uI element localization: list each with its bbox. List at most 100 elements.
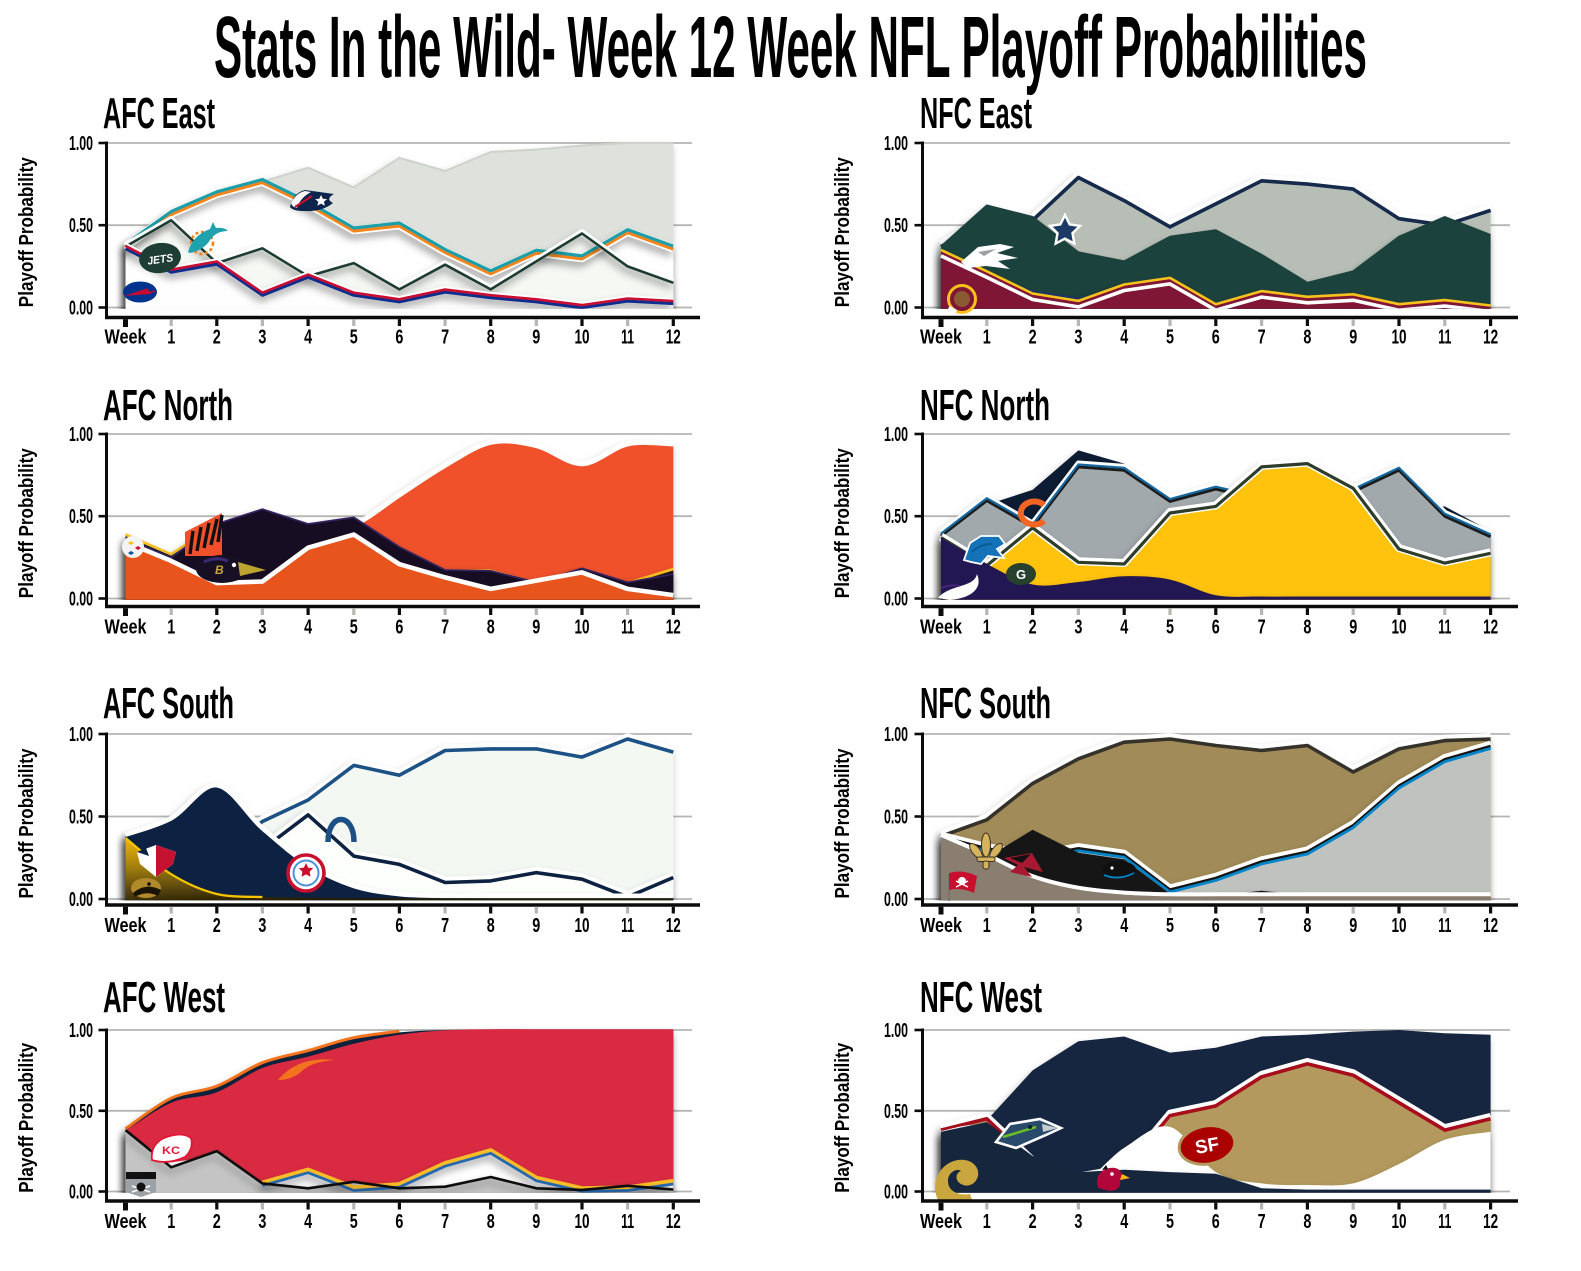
svg-text:1: 1: [167, 327, 175, 349]
svg-text:2: 2: [1029, 1211, 1037, 1233]
svg-text:8: 8: [487, 617, 495, 639]
svg-text:12: 12: [666, 915, 681, 937]
svg-text:Week: Week: [920, 1211, 963, 1233]
svg-text:4: 4: [304, 1211, 313, 1233]
svg-text:1: 1: [983, 617, 991, 639]
svg-text:8: 8: [487, 327, 495, 349]
svg-text:1: 1: [983, 327, 991, 349]
svg-text:NFC North: NFC North: [920, 381, 1050, 430]
svg-text:0.50: 0.50: [884, 807, 908, 829]
svg-text:2: 2: [1029, 617, 1037, 639]
svg-text:1: 1: [167, 617, 175, 639]
svg-text:7: 7: [1258, 1211, 1266, 1233]
svg-text:12: 12: [1483, 915, 1498, 937]
svg-text:1.00: 1.00: [884, 424, 908, 446]
svg-text:1: 1: [167, 1211, 175, 1233]
svg-text:0.50: 0.50: [884, 506, 908, 528]
svg-text:2: 2: [213, 1211, 221, 1233]
svg-text:1.00: 1.00: [69, 724, 93, 746]
svg-text:JETS: JETS: [147, 252, 175, 268]
svg-text:0.00: 0.00: [884, 298, 908, 320]
svg-text:1.00: 1.00: [884, 724, 908, 746]
svg-text:4: 4: [1120, 1211, 1129, 1233]
svg-text:Week: Week: [105, 617, 148, 639]
svg-text:9: 9: [1349, 617, 1357, 639]
svg-text:12: 12: [1483, 327, 1498, 349]
svg-text:11: 11: [1438, 1211, 1451, 1233]
svg-text:0.50: 0.50: [69, 807, 93, 829]
svg-text:0.50: 0.50: [69, 215, 93, 237]
svg-text:5: 5: [1166, 915, 1174, 937]
svg-text:AFC North: AFC North: [103, 381, 233, 430]
svg-text:8: 8: [487, 915, 495, 937]
svg-text:0.00: 0.00: [69, 889, 93, 911]
svg-text:Playoff Probability: Playoff Probability: [16, 1042, 38, 1193]
svg-text:10: 10: [575, 617, 590, 639]
svg-text:0.50: 0.50: [884, 1101, 908, 1123]
svg-text:11: 11: [1438, 617, 1451, 639]
svg-text:SF: SF: [1194, 1134, 1221, 1159]
svg-text:8: 8: [487, 1211, 495, 1233]
svg-text:7: 7: [441, 1211, 449, 1233]
svg-text:5: 5: [350, 1211, 358, 1233]
svg-text:9: 9: [1349, 915, 1357, 937]
svg-text:7: 7: [441, 915, 449, 937]
svg-text:9: 9: [1349, 1211, 1357, 1233]
svg-text:B: B: [215, 563, 224, 577]
svg-text:0.00: 0.00: [884, 589, 908, 611]
svg-text:Week: Week: [105, 327, 148, 349]
svg-text:10: 10: [1392, 915, 1407, 937]
svg-text:11: 11: [621, 1211, 634, 1233]
svg-text:Week: Week: [920, 327, 963, 349]
svg-text:3: 3: [1074, 915, 1082, 937]
svg-text:9: 9: [532, 1211, 540, 1233]
svg-text:11: 11: [621, 915, 634, 937]
svg-text:11: 11: [621, 327, 634, 349]
svg-text:11: 11: [1438, 327, 1451, 349]
svg-text:7: 7: [1258, 915, 1266, 937]
svg-text:AFC East: AFC East: [103, 89, 215, 138]
svg-text:5: 5: [1166, 327, 1174, 349]
svg-text:6: 6: [395, 1211, 403, 1233]
svg-text:12: 12: [666, 327, 681, 349]
svg-text:7: 7: [441, 617, 449, 639]
svg-text:6: 6: [1212, 327, 1220, 349]
svg-text:4: 4: [1120, 915, 1129, 937]
svg-text:0.00: 0.00: [69, 589, 93, 611]
svg-text:6: 6: [1212, 915, 1220, 937]
svg-text:4: 4: [304, 915, 313, 937]
svg-text:12: 12: [1483, 1211, 1498, 1233]
svg-text:8: 8: [1303, 617, 1311, 639]
svg-text:3: 3: [1074, 1211, 1082, 1233]
svg-text:0.50: 0.50: [69, 506, 93, 528]
svg-text:2: 2: [1029, 327, 1037, 349]
svg-text:9: 9: [532, 617, 540, 639]
svg-text:AFC South: AFC South: [103, 679, 234, 728]
svg-text:Playoff Probability: Playoff Probability: [832, 447, 854, 598]
svg-text:8: 8: [1303, 327, 1311, 349]
svg-text:11: 11: [1438, 915, 1451, 937]
svg-text:Playoff Probability: Playoff Probability: [16, 447, 38, 598]
svg-text:2: 2: [213, 915, 221, 937]
svg-text:2: 2: [213, 617, 221, 639]
svg-text:7: 7: [441, 327, 449, 349]
svg-text:12: 12: [1483, 617, 1498, 639]
svg-text:5: 5: [350, 617, 358, 639]
svg-text:3: 3: [1074, 327, 1082, 349]
svg-text:5: 5: [350, 327, 358, 349]
svg-text:4: 4: [1120, 617, 1129, 639]
svg-text:6: 6: [395, 915, 403, 937]
svg-text:5: 5: [1166, 617, 1174, 639]
svg-text:1.00: 1.00: [69, 1020, 93, 1042]
svg-text:12: 12: [666, 1211, 681, 1233]
svg-text:11: 11: [621, 617, 634, 639]
svg-text:0.50: 0.50: [69, 1101, 93, 1123]
svg-text:Playoff Probability: Playoff Probability: [832, 748, 854, 899]
svg-text:NFC East: NFC East: [920, 89, 1032, 138]
svg-text:12: 12: [666, 617, 681, 639]
svg-text:Playoff Probability: Playoff Probability: [832, 156, 854, 307]
svg-text:Playoff Probability: Playoff Probability: [16, 156, 38, 307]
svg-text:7: 7: [1258, 617, 1266, 639]
svg-text:10: 10: [1392, 1211, 1407, 1233]
svg-text:Playoff Probability: Playoff Probability: [832, 1042, 854, 1193]
